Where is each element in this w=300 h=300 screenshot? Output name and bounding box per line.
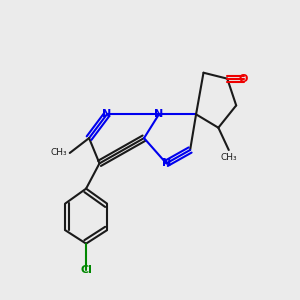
Text: N: N bbox=[102, 109, 112, 119]
Text: CH₃: CH₃ bbox=[220, 153, 237, 162]
Text: N: N bbox=[162, 158, 171, 168]
Text: CH₃: CH₃ bbox=[50, 148, 67, 158]
Text: O: O bbox=[239, 74, 248, 84]
Text: Cl: Cl bbox=[80, 266, 92, 275]
Text: N: N bbox=[154, 109, 164, 119]
